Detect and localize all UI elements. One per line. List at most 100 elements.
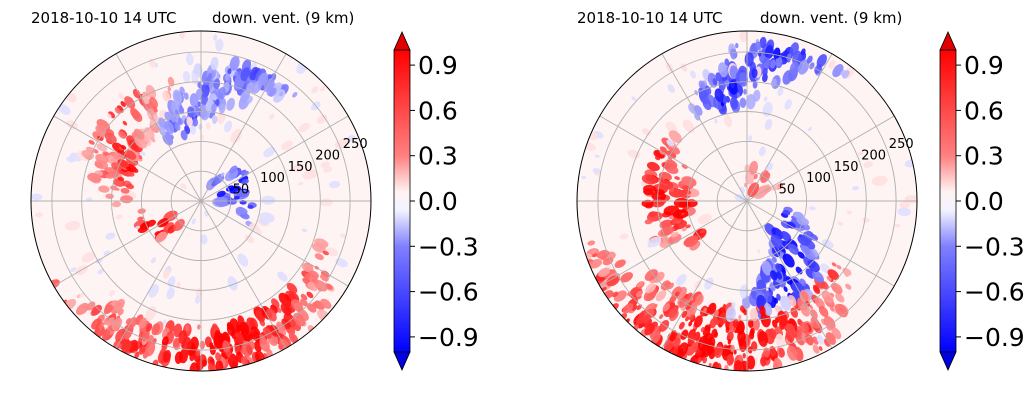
- field-cell: [87, 172, 102, 183]
- field-cell: [216, 190, 226, 198]
- range-label: 150: [834, 160, 859, 175]
- azimuth-spoke: [599, 115, 748, 202]
- field-cell: [158, 126, 166, 136]
- field-cell: [689, 314, 695, 321]
- field-cell: [588, 259, 602, 269]
- field-cell: [732, 318, 739, 328]
- field-cell: [311, 86, 319, 94]
- field-cell: [146, 219, 157, 227]
- field-cell: [278, 344, 283, 350]
- field-cell: [782, 253, 795, 268]
- colorbar-tick-label: −0.6: [964, 278, 1025, 307]
- field-cell: [126, 170, 135, 177]
- colorbar-tick-label: −0.3: [418, 232, 479, 261]
- field-cell: [581, 175, 587, 180]
- field-cell: [291, 164, 304, 173]
- field-cell: [700, 326, 705, 333]
- field-cell: [742, 353, 746, 359]
- field-cell: [167, 86, 171, 92]
- field-cell: [133, 111, 138, 117]
- field-cell: [816, 335, 825, 345]
- field-cell: [145, 84, 157, 99]
- field-cell: [786, 53, 792, 62]
- field-cell: [197, 81, 202, 88]
- field-cell: [162, 131, 174, 146]
- field-cell: [598, 267, 611, 278]
- field-cell: [777, 87, 784, 97]
- field-cell: [174, 109, 180, 116]
- field-cell: [852, 185, 860, 191]
- field-cell: [739, 305, 744, 312]
- field-cell: [768, 328, 777, 340]
- field-cell: [106, 317, 115, 327]
- field-cell: [298, 122, 310, 133]
- field-cell: [132, 88, 141, 99]
- field-cell: [812, 344, 820, 354]
- field-cell: [899, 201, 911, 209]
- field-cell: [334, 138, 349, 149]
- field-cell: [301, 263, 314, 273]
- range-label: 100: [260, 171, 285, 186]
- field-cell: [775, 56, 783, 68]
- field-cell: [773, 297, 779, 304]
- field-cell: [807, 126, 813, 132]
- field-cell: [611, 291, 619, 298]
- field-cell: [800, 48, 806, 56]
- field-cell: [694, 280, 702, 289]
- field-cell: [591, 249, 597, 253]
- field-cell: [816, 54, 827, 68]
- colorbar: 0.9 0.6 0.3 0.0 −0.3 −0.6 −0.9: [393, 31, 479, 371]
- azimuth-spoke: [115, 53, 202, 202]
- field-cell: [686, 292, 693, 301]
- field-cell: [210, 56, 219, 70]
- field-cell: [592, 168, 602, 174]
- field-cell: [197, 101, 202, 107]
- field-cell: [787, 243, 799, 255]
- field-cell: [108, 290, 115, 297]
- field-cell: [320, 161, 330, 168]
- field-cell: [177, 117, 183, 126]
- field-cell: [897, 207, 912, 217]
- field-cell: [141, 329, 150, 341]
- colorbar-tick-label: 0.3: [418, 142, 458, 171]
- field-cell: [694, 294, 704, 306]
- field-cell: [182, 70, 191, 83]
- field-cell: [702, 97, 712, 111]
- field-cell: [813, 286, 821, 295]
- field-cell: [34, 212, 43, 218]
- field-cell: [106, 134, 113, 139]
- field-cell: [729, 96, 739, 110]
- field-cell: [150, 257, 157, 264]
- field-cell: [789, 42, 799, 56]
- field-cell: [173, 219, 185, 231]
- field-cell: [161, 336, 169, 347]
- field-cell: [192, 117, 199, 127]
- field-cell: [679, 208, 687, 214]
- field-cell: [314, 280, 328, 292]
- field-cell: [144, 341, 156, 357]
- field-cell: [763, 302, 773, 317]
- field-cell: [234, 70, 239, 77]
- field-cell: [117, 308, 124, 316]
- field-cell: [821, 290, 834, 304]
- field-cell: [651, 332, 661, 344]
- field-cell: [622, 303, 634, 314]
- field-cell: [857, 151, 864, 156]
- field-cell: [194, 295, 201, 304]
- field-cell: [762, 67, 768, 77]
- field-cell: [748, 135, 753, 142]
- field-cell: [752, 80, 758, 89]
- field-cell: [764, 186, 772, 193]
- colorbar-tick-label: 0.0: [964, 187, 1004, 216]
- field-cell: [668, 188, 675, 192]
- azimuth-spoke: [661, 53, 748, 202]
- field-cell: [105, 232, 116, 240]
- field-cell: [65, 220, 81, 231]
- field-cell: [678, 321, 685, 330]
- field-cell: [211, 103, 217, 113]
- field-cell: [665, 121, 678, 134]
- field-cell: [166, 287, 175, 300]
- field-cell: [782, 70, 793, 85]
